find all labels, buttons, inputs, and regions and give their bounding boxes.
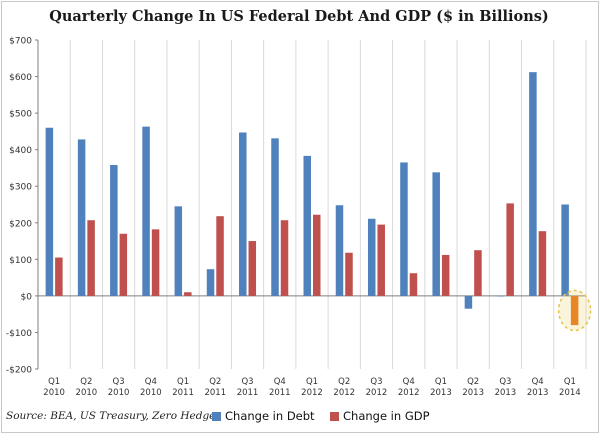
source-note: Source: BEA, US Treasury, Zero Hedge [6,410,216,422]
x-tick-label-quarter: Q2 [80,377,92,387]
y-tick-label: -$200 [6,366,32,376]
x-tick-label-year: 2011 [204,388,226,398]
y-tick-label: $100 [9,256,32,266]
x-tick-label-year: 2010 [140,388,162,398]
chart-title: Quarterly Change In US Federal Debt And … [49,8,549,25]
bar-debt [400,162,408,296]
x-tick-label-quarter: Q4 [145,377,157,387]
y-tick-label: $0 [21,292,33,302]
bar-debt [239,132,247,296]
x-tick-label-quarter: Q1 [435,377,447,387]
bar-debt [529,72,537,296]
x-tick-label-year: 2010 [76,388,98,398]
x-tick-label-year: 2012 [333,388,355,398]
x-tick-label-quarter: Q1 [306,377,318,387]
legend-label-debt: Change in Debt [225,409,315,423]
y-tick-label: $700 [9,37,32,47]
bar-gdp [87,220,95,296]
x-tick-label-quarter: Q3 [113,377,125,387]
x-tick-label-year: 2014 [559,388,581,398]
bar-debt [367,218,376,296]
bar-gdp [216,216,224,296]
x-tick-label-quarter: Q2 [209,377,221,387]
bar-gdp [184,292,192,296]
bar-debt [464,295,473,309]
bar-debt [110,165,118,296]
bar-gdp [441,254,450,296]
bar-gdp [570,295,579,326]
x-tick-label-quarter: Q1 [177,377,189,387]
bar-gdp [55,257,63,296]
bar-debt [142,126,150,296]
x-tick-label-year: 2010 [43,388,65,398]
bar-debt [271,138,279,296]
bar-debt [77,139,86,296]
x-tick-label-year: 2010 [108,388,130,398]
bar-gdp [538,231,547,296]
y-tick-label: $200 [9,219,32,229]
legend-swatch-debt [212,411,221,421]
x-tick-label-quarter: Q3 [499,377,511,387]
y-tick-label: -$100 [6,329,32,339]
x-tick-label-quarter: Q1 [48,377,60,387]
x-tick-label-quarter: Q2 [467,377,479,387]
x-tick-label-year: 2013 [462,388,484,398]
x-tick-label-quarter: Q4 [403,377,415,387]
x-tick-label-year: 2013 [430,388,452,398]
bar-gdp [474,250,482,296]
x-tick-label-year: 2011 [237,388,259,398]
x-tick-label-year: 2011 [269,388,291,398]
legend-swatch-gdp [330,411,339,421]
x-tick-label-quarter: Q4 [274,377,286,387]
legend-label-gdp: Change in GDP [343,409,430,423]
bar-gdp [280,220,289,296]
legend-item-gdp: Change in GDP [330,409,430,423]
bar-debt [303,155,311,296]
x-tick-label-quarter: Q3 [241,377,253,387]
bar-debt [174,206,183,296]
bar-debt [45,127,54,296]
bar-debt [432,172,440,296]
highlight-circle [557,289,592,332]
x-tick-label-quarter: Q2 [338,377,350,387]
x-tick-label-quarter: Q3 [370,377,382,387]
x-tick-label-year: 2012 [398,388,420,398]
bar-gdp [409,273,418,296]
bar-gdp [248,241,257,296]
bar-debt [496,295,505,297]
y-tick-label: $600 [9,73,32,83]
x-tick-label-quarter: Q1 [564,377,576,387]
x-tick-label-year: 2013 [495,388,517,398]
bar-debt [206,269,215,296]
x-tick-label-year: 2011 [172,388,194,398]
bar-gdp [377,224,385,296]
legend-item-debt: Change in Debt [212,409,315,423]
bar-debt [335,205,344,296]
x-tick-label-year: 2013 [527,388,549,398]
y-tick-label: $300 [9,183,32,193]
y-tick-label: $400 [9,146,32,156]
bar-debt [561,204,569,296]
bar-gdp [119,233,128,296]
bar-gdp [313,214,321,296]
bar-gdp [151,229,160,296]
bar-gdp [345,252,353,296]
x-tick-label-year: 2012 [301,388,323,398]
x-tick-label-quarter: Q4 [532,377,544,387]
y-tick-label: $500 [9,110,32,120]
x-tick-label-year: 2012 [366,388,388,398]
bar-gdp [506,203,514,296]
